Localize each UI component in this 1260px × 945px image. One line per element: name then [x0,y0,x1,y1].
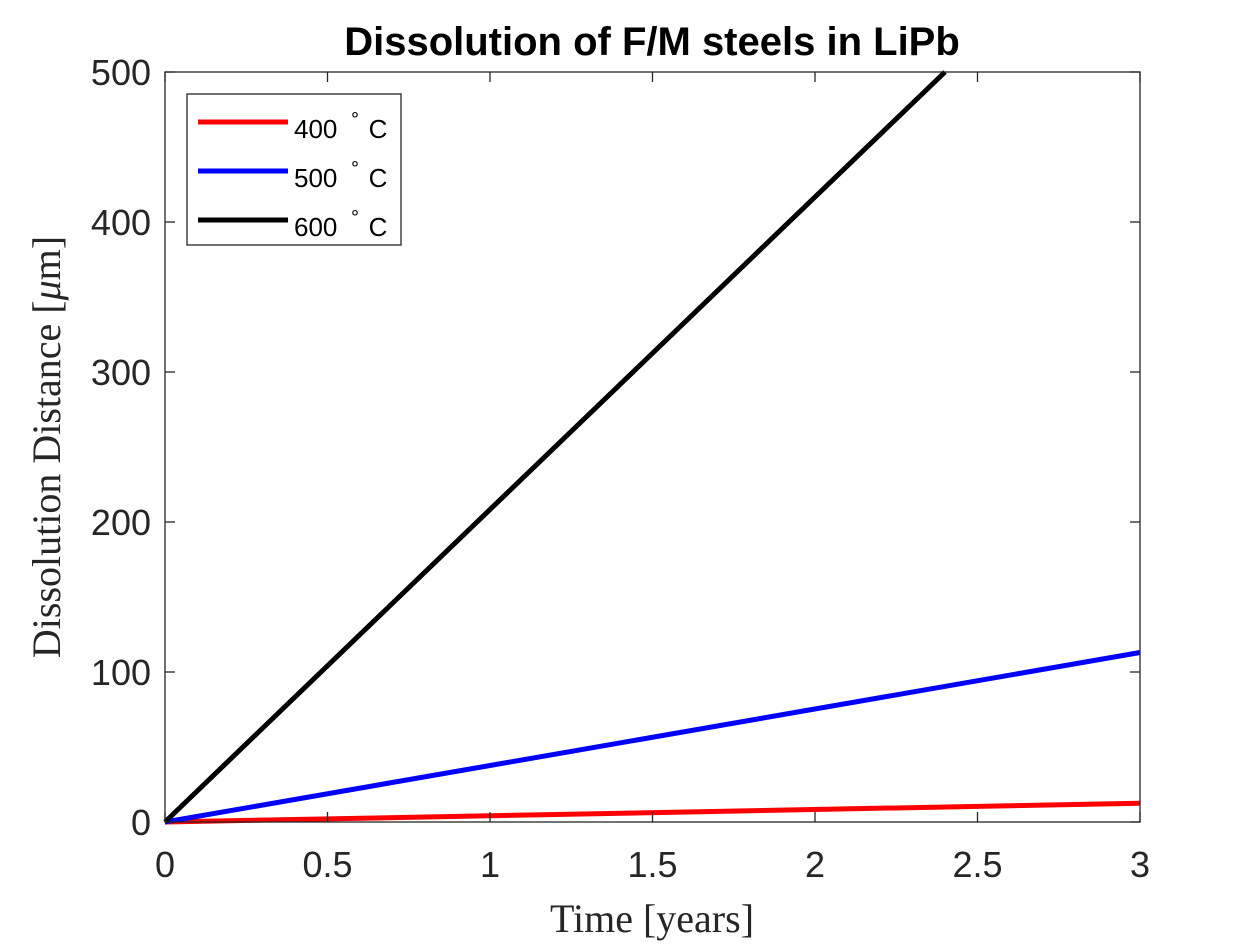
y-tick-label: 200 [91,502,151,543]
x-tick-labels: 0 0.5 1 1.5 2 2.5 3 [155,844,1150,885]
legend-label-500: 500 ∘ C [294,153,387,193]
legend-label-400: 400 ∘ C [294,104,387,144]
y-tick-label: 0 [131,802,151,843]
legend-label-600: 600 ∘ C [294,202,387,242]
x-axis-label: Time [years] [550,896,754,941]
chart-title: Dissolution of F/M steels in LiPb [344,20,960,64]
plot-frame [164,71,1141,823]
y-axis-label-main: Dissolution Distance [ [24,300,69,658]
x-tick-label: 0 [155,844,175,885]
y-axis-label: Dissolution Distance [μm] [24,236,69,658]
x-tick-label: 1 [480,844,500,885]
legend: 400 ∘ C 500 ∘ C 600 ∘ C [186,93,402,246]
y-tick-label: 400 [91,202,151,243]
x-tick-label: 0.5 [302,844,352,885]
y-tick-labels: 0 100 200 300 400 500 [91,52,151,843]
y-tick-label: 500 [91,52,151,93]
y-axis-label-mu: μ [24,280,69,301]
x-tick-label: 2.5 [952,844,1002,885]
y-axis-label-unit: m] [24,236,69,280]
series-line-500 [164,650,1141,825]
series-line-600 [163,70,947,824]
x-tick-label: 3 [1130,844,1150,885]
y-tick-label: 100 [91,652,151,693]
x-tick-label: 1.5 [627,844,677,885]
y-tick-label: 300 [91,352,151,393]
x-tick-label: 2 [805,844,825,885]
